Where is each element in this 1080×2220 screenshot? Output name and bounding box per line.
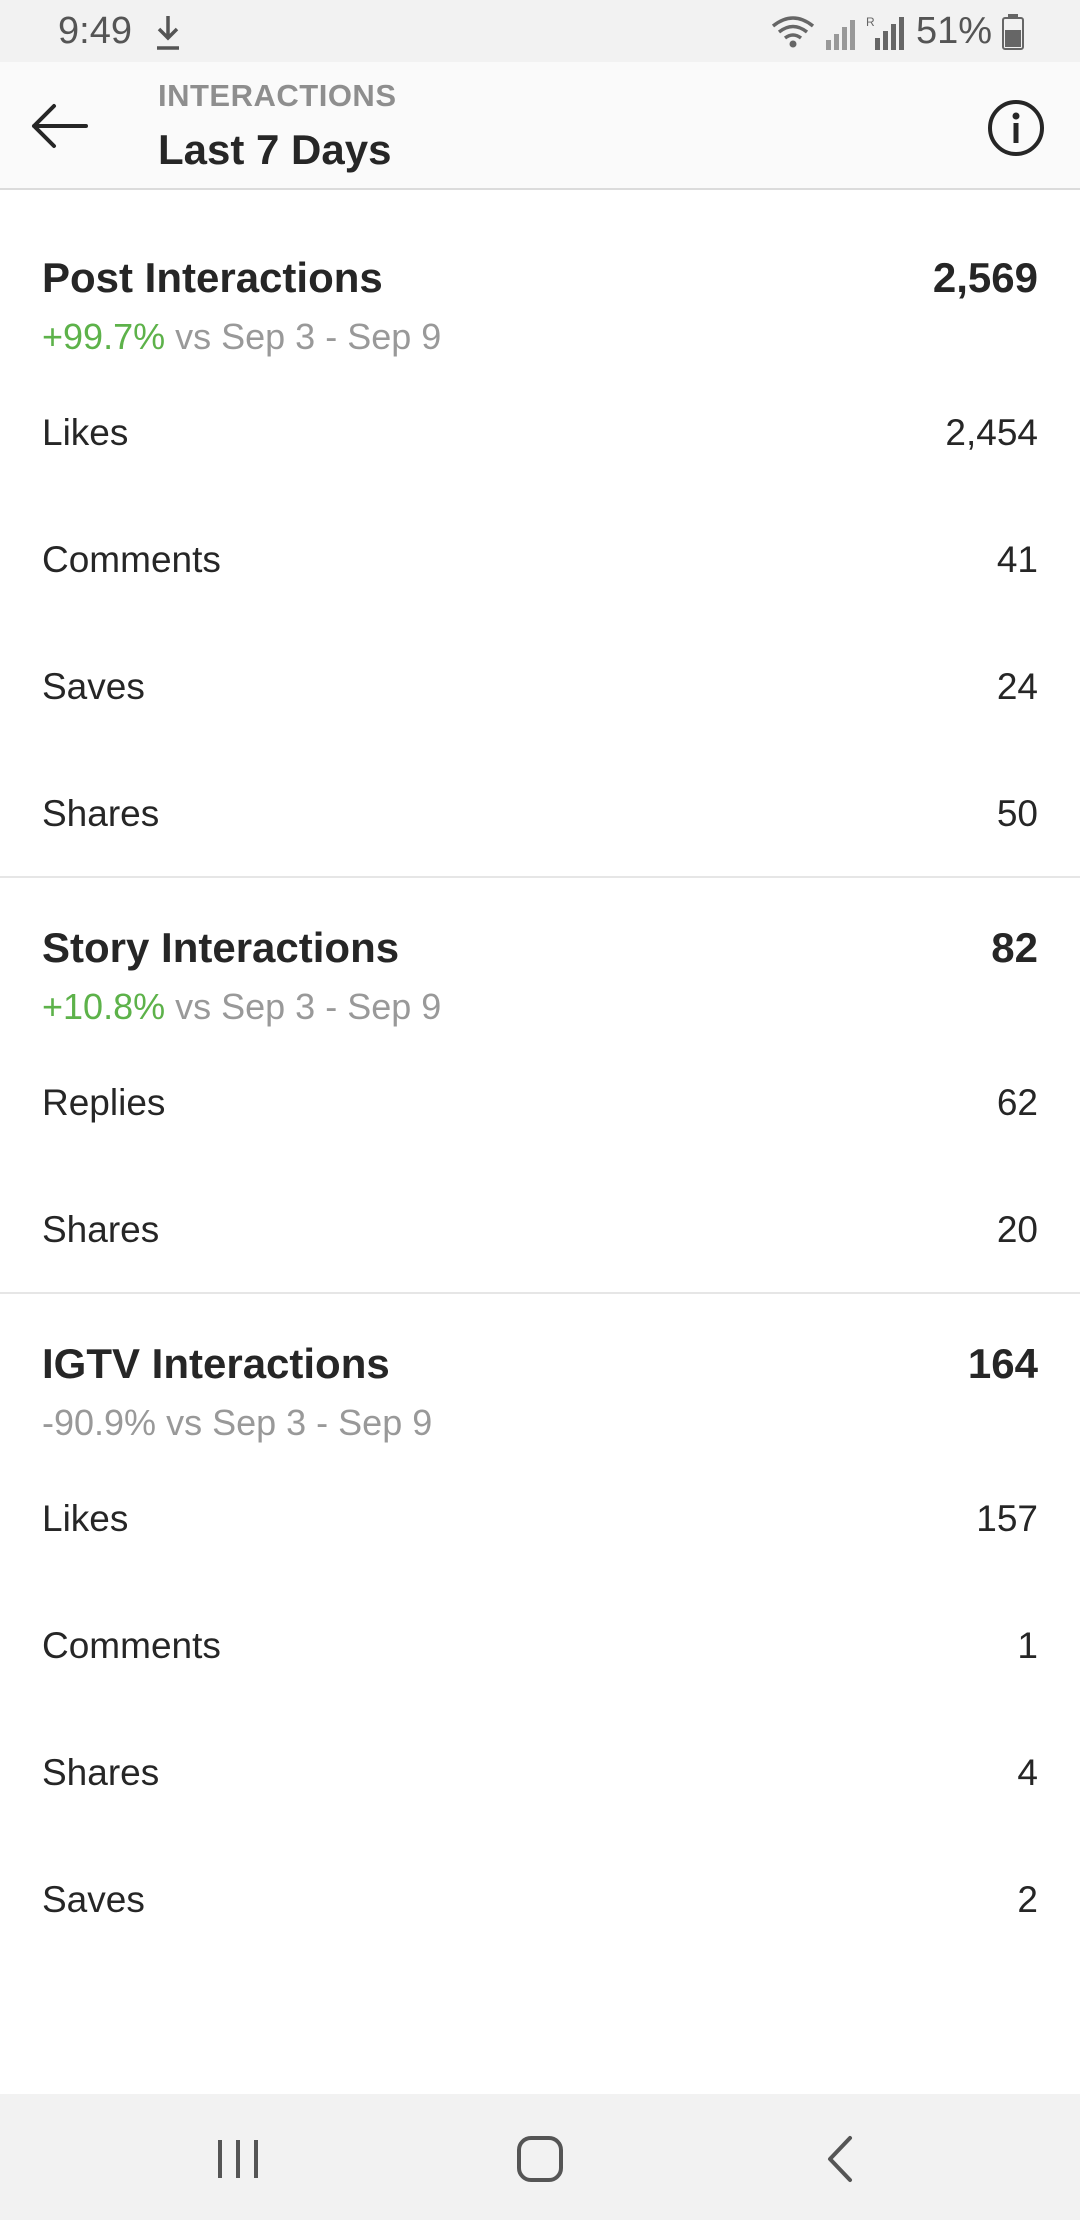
metric-row: Comments 41 <box>0 495 1080 622</box>
metric-value: 4 <box>1017 1752 1038 1793</box>
metric-row: Shares 50 <box>0 749 1080 876</box>
wifi-icon <box>771 15 815 47</box>
metric-label: Comments <box>42 1625 221 1666</box>
battery-icon <box>1002 13 1024 50</box>
section-change: -90.9% vs Sep 3 - Sep 9 <box>42 1402 432 1444</box>
metric-value: 1 <box>1017 1625 1038 1666</box>
metric-value: 24 <box>996 666 1038 707</box>
app-header: INTERACTIONS Last 7 Days <box>0 62 1080 190</box>
home-icon[interactable] <box>510 2134 570 2184</box>
metric-label: Comments <box>42 539 221 580</box>
section-total: 164 <box>967 1340 1038 1387</box>
section-title: IGTV Interactions <box>42 1340 390 1387</box>
interactions-content: Post Interactions 2,569 +99.7% vs Sep 3 … <box>0 208 1080 1962</box>
change-compare: vs Sep 3 - Sep 9 <box>175 316 442 357</box>
section-change: +99.7% vs Sep 3 - Sep 9 <box>42 316 441 358</box>
story-interactions-header: Story Interactions 82 +10.8% vs Sep 3 - … <box>0 878 1080 1038</box>
metric-label: Likes <box>42 1498 129 1539</box>
metric-value: 20 <box>996 1209 1038 1250</box>
post-interactions-header: Post Interactions 2,569 +99.7% vs Sep 3 … <box>0 208 1080 368</box>
metric-row: Shares 4 <box>0 1708 1080 1835</box>
download-icon <box>157 16 179 50</box>
battery-percent: 51% <box>915 10 992 52</box>
metric-value: 2,454 <box>945 412 1038 453</box>
page-title: Last 7 Days <box>158 126 392 173</box>
metric-label: Replies <box>42 1082 166 1123</box>
status-time: 9:49 <box>58 10 132 52</box>
change-percent: +10.8% <box>42 986 166 1027</box>
change-compare: vs Sep 3 - Sep 9 <box>175 986 442 1027</box>
status-right: R 51% <box>770 10 1024 53</box>
back-nav-icon[interactable] <box>812 2134 872 2184</box>
metric-value: 50 <box>996 793 1038 834</box>
recent-apps-icon[interactable] <box>208 2134 268 2184</box>
signal-roaming-icon: R <box>866 15 904 50</box>
metric-value: 2 <box>1017 1879 1038 1920</box>
section-change: +10.8% vs Sep 3 - Sep 9 <box>42 986 441 1028</box>
section-total: 82 <box>991 924 1038 971</box>
metric-value: 62 <box>996 1082 1038 1123</box>
section-total: 2,569 <box>932 254 1038 301</box>
metric-row: Saves 24 <box>0 622 1080 749</box>
post-interactions-section: Post Interactions 2,569 +99.7% vs Sep 3 … <box>0 208 1080 876</box>
status-bar: 9:49 R 51% <box>0 0 1080 62</box>
svg-text:R: R <box>866 15 875 29</box>
section-title: Story Interactions <box>42 924 400 971</box>
change-compare: vs Sep 3 - Sep 9 <box>166 1402 433 1443</box>
metric-row: Saves 2 <box>0 1835 1080 1962</box>
metric-label: Shares <box>42 1752 160 1793</box>
metric-row: Likes 157 <box>0 1454 1080 1581</box>
header-subtitle: INTERACTIONS <box>158 78 397 113</box>
metric-label: Likes <box>42 412 129 453</box>
metric-value: 41 <box>996 539 1038 580</box>
metric-row: Comments 1 <box>0 1581 1080 1708</box>
metric-label: Shares <box>42 1209 160 1250</box>
igtv-interactions-header: IGTV Interactions 164 -90.9% vs Sep 3 - … <box>0 1294 1080 1454</box>
info-icon[interactable] <box>986 98 1046 158</box>
igtv-interactions-section: IGTV Interactions 164 -90.9% vs Sep 3 - … <box>0 1292 1080 1962</box>
metric-label: Shares <box>42 793 160 834</box>
metric-value: 157 <box>976 1498 1038 1539</box>
metric-row: Replies 62 <box>0 1038 1080 1165</box>
signal-icon <box>825 19 855 50</box>
metric-label: Saves <box>42 666 145 707</box>
metric-row: Likes 2,454 <box>0 368 1080 495</box>
story-interactions-section: Story Interactions 82 +10.8% vs Sep 3 - … <box>0 876 1080 1292</box>
metric-row: Shares 20 <box>0 1165 1080 1292</box>
metric-label: Saves <box>42 1879 145 1920</box>
system-nav-bar <box>0 2094 1080 2220</box>
section-title: Post Interactions <box>42 254 383 301</box>
back-arrow-icon[interactable] <box>26 90 98 162</box>
change-percent: +99.7% <box>42 316 166 357</box>
change-percent: -90.9% <box>42 1402 157 1443</box>
